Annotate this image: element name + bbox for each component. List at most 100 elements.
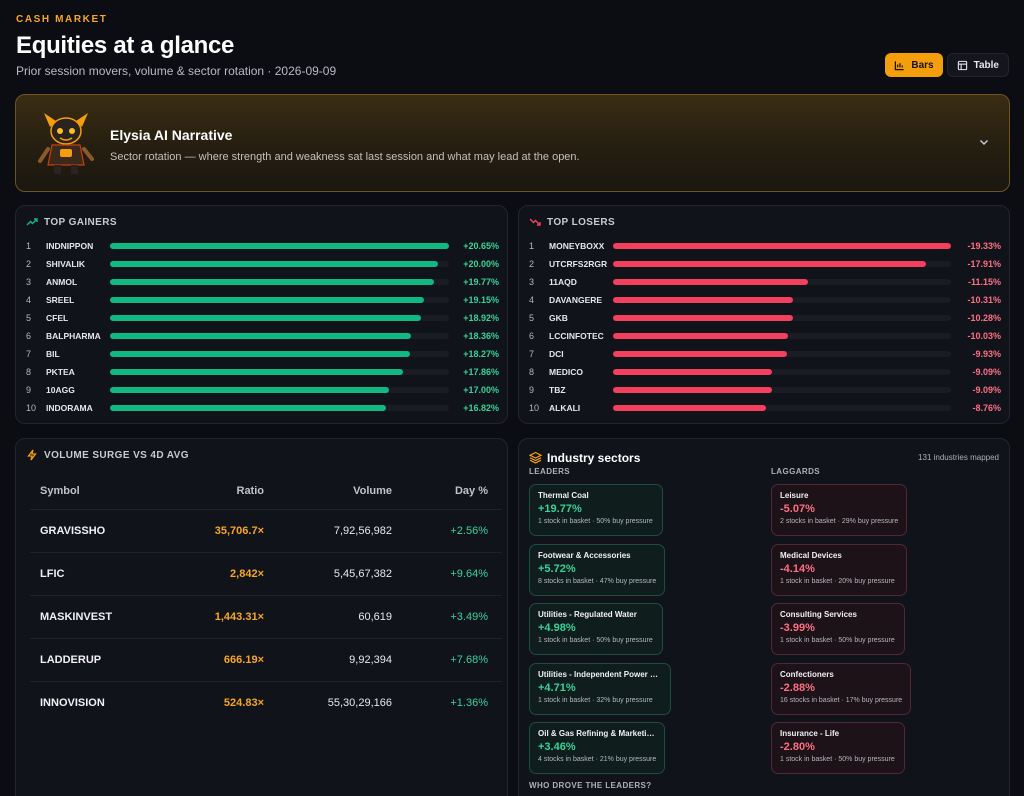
- mover-row[interactable]: 1 INDNIPPON +20.65%: [26, 237, 499, 255]
- mover-change: +17.00%: [463, 385, 499, 395]
- top-losers-header: TOP LOSERS: [529, 216, 615, 228]
- table-row[interactable]: LADDERUP 666.19× 9,92,394 +7.68%: [30, 637, 502, 681]
- leader-sector-tile[interactable]: Oil & Gas Refining & Marketing +3.46% 4 st…: [529, 722, 665, 774]
- mover-rank: 4: [529, 295, 535, 305]
- mover-row[interactable]: 9 10AGG +17.00%: [26, 381, 499, 399]
- mover-row[interactable]: 7 BIL +18.27%: [26, 345, 499, 363]
- volume-day-change: +2.56%: [392, 508, 502, 552]
- mover-bar: [110, 369, 404, 375]
- chevron-down-icon[interactable]: [977, 135, 991, 149]
- table-view-label: Table: [973, 59, 999, 71]
- laggard-sector-tile[interactable]: Medical Devices -4.14% 1 stock in basket ·…: [771, 543, 907, 596]
- page-kicker: CASH MARKET: [16, 14, 108, 25]
- volume-value: 55,30,29,166: [264, 680, 392, 724]
- mover-bar-track: [613, 297, 951, 303]
- sector-name: Confectioners: [780, 669, 834, 679]
- mover-row[interactable]: 6 LCCINFOTEC -10.03%: [529, 327, 1001, 345]
- mover-row[interactable]: 8 PKTEA +17.86%: [26, 363, 499, 381]
- sector-meta: 1 stock in basket · 20% buy pressure: [780, 577, 895, 585]
- mover-change: -9.93%: [972, 349, 1001, 359]
- sector-name: Oil & Gas Refining & Marketing: [538, 729, 656, 738]
- top-gainers-card: TOP GAINERS 1 INDNIPPON +20.65% 2 SHIVALIK +2…: [15, 205, 508, 424]
- bars-view-button[interactable]: Bars: [885, 53, 943, 77]
- laggard-sector-tile[interactable]: Consulting Services -3.99% 1 stock in bask…: [771, 603, 905, 655]
- volume-surge-table: Symbol Ratio Volume Day % GRAVISSHO 35,70…: [30, 473, 502, 724]
- mover-row[interactable]: 6 BALPHARMA +18.36%: [26, 327, 499, 345]
- column-header-volume[interactable]: Volume: [353, 484, 392, 497]
- column-header-ratio[interactable]: Ratio: [236, 484, 265, 497]
- mover-change: +20.65%: [463, 241, 499, 251]
- sector-meta: 1 stock in basket · 50% buy pressure: [780, 756, 895, 763]
- sector-meta: 1 stock in basket · 32% buy pressure: [538, 696, 653, 704]
- mover-row[interactable]: 3 ANMOL +19.77%: [26, 273, 499, 291]
- mover-change: -10.31%: [967, 295, 1001, 305]
- industry-sectors-card: Industry sectors 131 industries mapped L…: [518, 438, 1010, 796]
- leader-sector-tile[interactable]: Utilities - Independent Power Pr... +4.71…: [529, 662, 671, 715]
- ai-narrative-panel[interactable]: Elysia AI Narrative Sector rotation — wh…: [15, 94, 1010, 192]
- mover-symbol: UTCRFS2RGR: [549, 259, 608, 269]
- mover-bar: [110, 279, 435, 285]
- mover-change: -19.33%: [967, 241, 1001, 251]
- laggard-sector-tile[interactable]: Confectioners -2.88% 16 stocks in basket ·…: [771, 662, 911, 715]
- mover-symbol: 11AQD: [549, 277, 577, 287]
- mover-row[interactable]: 3 11AQD -11.15%: [529, 273, 1001, 291]
- mover-bar: [110, 243, 449, 249]
- sector-change: +19.77%: [538, 503, 582, 515]
- column-header-day-pct[interactable]: Day %: [454, 484, 488, 497]
- mover-symbol: MONEYBOXX: [549, 241, 605, 251]
- mover-symbol: GKB: [549, 313, 568, 323]
- volume-ratio: 2,842×: [180, 551, 264, 595]
- mover-rank: 8: [529, 367, 535, 377]
- mover-change: -10.03%: [967, 331, 1001, 341]
- sector-meta: 1 stock in basket · 50% buy pressure: [538, 637, 653, 644]
- mover-row[interactable]: 4 SREEL +19.15%: [26, 291, 499, 309]
- volume-day-change: +9.64%: [392, 551, 502, 595]
- mover-symbol: ALKALI: [549, 403, 581, 413]
- mover-row[interactable]: 5 CFEL +18.92%: [26, 309, 499, 327]
- mover-bar: [613, 405, 767, 411]
- mover-bar-track: [613, 333, 951, 339]
- mover-row[interactable]: 10 ALKALI -8.76%: [529, 399, 1001, 417]
- top-losers-title: TOP LOSERS: [547, 216, 616, 228]
- table-row[interactable]: MASKINVEST 1,443.31× 60,619 +3.49%: [30, 594, 502, 638]
- mover-symbol: CFEL: [46, 313, 69, 323]
- view-toggle: Bars Table: [885, 53, 1009, 77]
- mover-bar: [110, 297, 425, 303]
- mover-row[interactable]: 7 DCI -9.93%: [529, 345, 1001, 363]
- leader-sector-tile[interactable]: Footwear & Accessories +5.72% 8 stocks in …: [529, 543, 665, 596]
- table-row[interactable]: INNOVISION 524.83× 55,30,29,166 +1.36%: [30, 680, 502, 724]
- mover-bar-track: [110, 405, 449, 411]
- mover-symbol: 10AGG: [46, 385, 75, 395]
- mover-symbol: SHIVALIK: [46, 259, 86, 269]
- mover-row[interactable]: 2 SHIVALIK +20.00%: [26, 255, 499, 273]
- mover-row[interactable]: 5 GKB -10.28%: [529, 309, 1001, 327]
- mover-bar-track: [110, 315, 449, 321]
- mover-row[interactable]: 2 UTCRFS2RGR -17.91%: [529, 255, 1001, 273]
- table-row[interactable]: GRAVISSHO 35,706.7× 7,92,56,982 +2.56%: [30, 508, 502, 552]
- trending-up-icon: [26, 218, 38, 226]
- mover-symbol: MEDICO: [549, 367, 583, 377]
- leader-sector-tile[interactable]: Utilities - Regulated Water +4.98% 1 stock…: [529, 603, 663, 655]
- mover-bar-track: [613, 261, 951, 267]
- table-view-button[interactable]: Table: [946, 53, 1009, 77]
- table-row[interactable]: LFIC 2,842× 5,45,67,382 +9.64%: [30, 551, 502, 595]
- leader-sector-tile[interactable]: Thermal Coal +19.77% 1 stock in basket · 5…: [529, 484, 663, 536]
- mover-rank: 9: [529, 385, 535, 395]
- mover-bar-track: [110, 243, 449, 249]
- volume-ratio: 1,443.31×: [180, 594, 264, 638]
- column-header-symbol[interactable]: Symbol: [40, 484, 80, 497]
- mover-row[interactable]: 8 MEDICO -9.09%: [529, 363, 1001, 381]
- laggard-sector-tile[interactable]: Insurance - Life -2.80% 1 stock in basket …: [771, 722, 905, 774]
- mover-change: -9.09%: [972, 367, 1001, 377]
- sector-name: Thermal Coal: [538, 491, 589, 500]
- mover-change: +17.86%: [463, 367, 499, 377]
- mover-row[interactable]: 1 MONEYBOXX -19.33%: [529, 237, 1001, 255]
- table-icon: [957, 60, 967, 70]
- mover-row[interactable]: 9 TBZ -9.09%: [529, 381, 1001, 399]
- volume-ratio: 666.19×: [180, 637, 264, 681]
- mover-change: +18.36%: [463, 331, 499, 341]
- laggard-sector-tile[interactable]: Leisure -5.07% 2 stocks in basket · 29% bu…: [771, 484, 907, 536]
- mover-row[interactable]: 10 INDORAMA +16.82%: [26, 399, 499, 417]
- mover-rank: 7: [26, 349, 32, 359]
- mover-row[interactable]: 4 DAVANGERE -10.31%: [529, 291, 1001, 309]
